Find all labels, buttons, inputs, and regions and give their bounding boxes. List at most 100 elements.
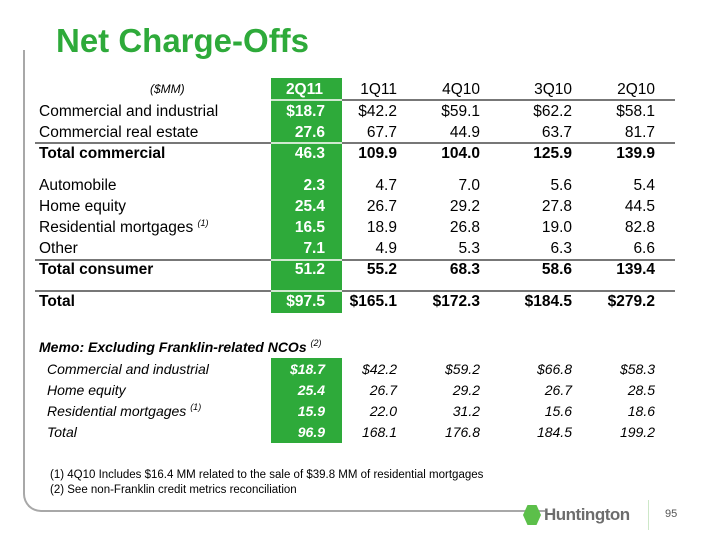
memo-title: Memo: Excluding Franklin-related NCOs (39, 339, 307, 355)
cell-value: $18.7 (289, 361, 325, 377)
cell-value: 31.2 (452, 403, 480, 419)
row-label: Home equity (47, 380, 126, 401)
cell-value: 199.2 (619, 424, 655, 440)
cell-value: 5.6 (550, 177, 572, 194)
row-label-text: Home equity (39, 198, 127, 215)
col-header: 3Q10 (534, 81, 572, 98)
logo-mark-icon (523, 505, 541, 525)
cell-value: 125.9 (533, 145, 572, 162)
table-row: Automobile 2.3 4.7 7.0 5.6 5.4 (0, 175, 720, 196)
cell-value: $18.7 (286, 103, 325, 120)
row-label: Total consumer (39, 259, 153, 280)
cell-value: 81.7 (624, 124, 655, 141)
col-header: 2Q10 (617, 81, 655, 98)
cell-value: 5.3 (458, 240, 480, 257)
rule-gap (271, 259, 342, 261)
cell-value: $59.2 (444, 361, 480, 377)
cell-value: 25.4 (297, 382, 325, 398)
cell-value: $42.2 (361, 361, 397, 377)
row-label-text: Commercial and industrial (39, 103, 219, 120)
table-row: Other 7.1 4.9 5.3 6.3 6.6 (0, 238, 720, 259)
table-row: Residential mortgages (1) 15.9 22.0 31.2 15.… (0, 401, 720, 422)
cell-value: 15.6 (544, 403, 572, 419)
row-label: Total commercial (39, 143, 165, 164)
cell-value: $66.8 (536, 361, 572, 377)
cell-value: 67.7 (366, 124, 397, 141)
cell-value: 19.0 (541, 219, 572, 236)
table-row: Commercial real estate 27.6 67.7 44.9 63.7 81… (0, 122, 720, 143)
footnote-ref: (1) (197, 218, 209, 228)
row-label: Commercial and industrial (39, 101, 218, 122)
footnote-ref: (2) (310, 338, 322, 348)
row-label: Total (39, 291, 75, 312)
page-number: 95 (665, 508, 678, 520)
highlight-column-memo (271, 358, 342, 443)
row-label: Residential mortgages (1) (39, 217, 209, 238)
cell-value: 26.7 (366, 198, 397, 215)
row-label-text: Automobile (39, 177, 117, 194)
cell-value: 109.9 (358, 145, 397, 162)
row-label-text: Home equity (47, 382, 126, 398)
slide-frame (23, 50, 545, 512)
cell-value: 168.1 (361, 424, 397, 440)
row-label: Residential mortgages (1) (47, 401, 201, 422)
table-row: Residential mortgages (1) 16.5 18.9 26.8 19.… (0, 217, 720, 238)
col-header: 2Q11 (285, 81, 323, 98)
table-row: Home equity 25.4 26.7 29.2 27.8 44.5 (0, 196, 720, 217)
cell-value: 46.3 (294, 145, 325, 162)
cell-value: 25.4 (294, 198, 325, 215)
row-label-text: Residential mortgages (39, 219, 194, 236)
cell-value: 184.5 (536, 424, 572, 440)
cell-value: 27.8 (541, 198, 572, 215)
row-label-text: Other (39, 240, 78, 257)
row-label: Total (47, 422, 77, 443)
cell-value: 44.5 (624, 198, 655, 215)
cell-value: $97.5 (286, 293, 325, 310)
highlight-column-total (271, 291, 342, 313)
cell-value: $42.2 (358, 103, 397, 120)
cell-value: 58.6 (541, 261, 572, 278)
cell-value: 68.3 (449, 261, 480, 278)
row-label-text: Total (39, 293, 75, 310)
cell-value: 176.8 (444, 424, 480, 440)
header-rule (342, 99, 675, 101)
logo-wordmark: Huntington (544, 505, 630, 524)
cell-value: $279.2 (607, 293, 655, 310)
header-row: ($MM) 2Q11 1Q11 4Q10 3Q10 2Q10 (0, 79, 720, 100)
table-row: Total consumer 51.2 55.2 68.3 58.6 139.4 (0, 259, 720, 280)
row-label-text: Commercial and industrial (47, 361, 209, 377)
cell-value: 51.2 (294, 261, 325, 278)
cell-value: 5.4 (633, 177, 655, 194)
cell-value: 44.9 (449, 124, 480, 141)
cell-value: 63.7 (541, 124, 572, 141)
cell-value: 29.2 (449, 198, 480, 215)
cell-value: 55.2 (366, 261, 397, 278)
rule (35, 142, 675, 144)
cell-value: $172.3 (432, 293, 480, 310)
cell-value: 7.0 (458, 177, 480, 194)
cell-value: $165.1 (349, 293, 397, 310)
cell-value: $184.5 (524, 293, 572, 310)
unit-label: ($MM) (150, 82, 185, 96)
row-label-text: Commercial real estate (39, 124, 199, 141)
cell-value: 6.6 (633, 240, 655, 257)
row-label: Commercial real estate (39, 122, 198, 143)
cell-value: 6.3 (550, 240, 572, 257)
cell-value: 26.7 (369, 382, 397, 398)
highlight-column (271, 78, 342, 302)
rule-gap (271, 290, 342, 292)
cell-value: 4.7 (375, 177, 397, 194)
row-label: Other (39, 238, 78, 259)
row-label-text: Residential mortgages (47, 403, 187, 419)
cell-value: 18.9 (366, 219, 397, 236)
rule-gap (271, 99, 342, 101)
cell-value: 96.9 (297, 424, 325, 440)
cell-value: 29.2 (452, 382, 480, 398)
cell-value: 26.7 (544, 382, 572, 398)
rule (35, 259, 675, 261)
cell-value: 82.8 (624, 219, 655, 236)
memo-title-label: Memo: Excluding Franklin-related NCOs (2… (39, 337, 322, 358)
cell-value: 4.9 (375, 240, 397, 257)
row-label-text: Total consumer (39, 261, 154, 278)
row-label-text: Total (47, 424, 77, 440)
